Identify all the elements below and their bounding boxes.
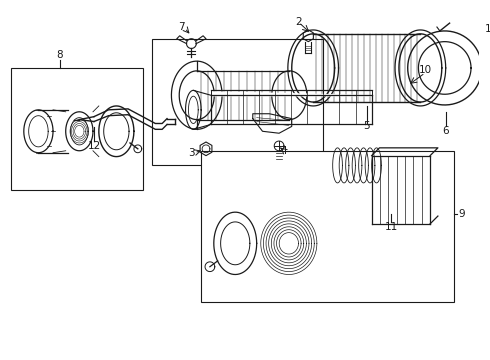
Bar [152,39,323,165]
Text: 8: 8 [56,50,63,60]
Text: 9: 9 [458,209,465,219]
Text: 3: 3 [188,148,195,158]
Bar [201,151,454,302]
Text: 1: 1 [485,24,490,34]
Text: 6: 6 [442,126,449,136]
Bar [11,68,143,190]
Text: 11: 11 [385,222,398,232]
Text: 4: 4 [281,146,287,156]
Text: 5: 5 [364,121,370,131]
Text: 12: 12 [87,141,100,151]
Text: 7: 7 [178,22,185,32]
Text: 2: 2 [295,17,302,27]
Text: 10: 10 [418,65,432,75]
